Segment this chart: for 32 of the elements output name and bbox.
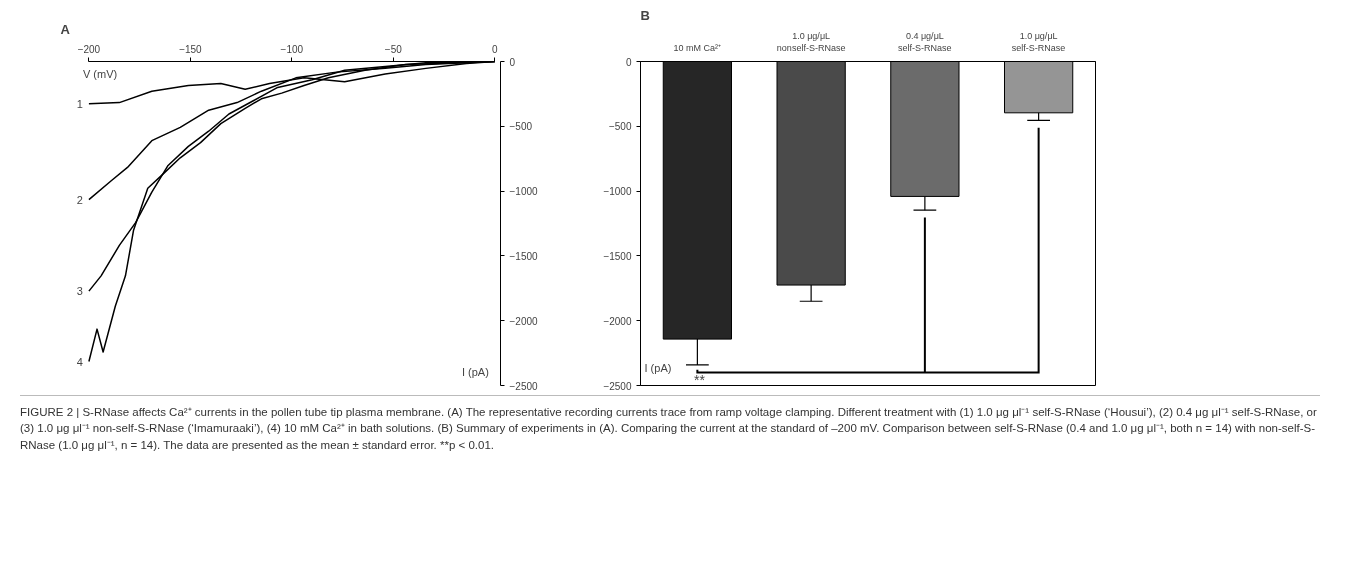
x-tick-label: −100 [280, 43, 304, 55]
series-label: 3 [76, 285, 83, 298]
y-tick-label: 0 [509, 56, 516, 68]
annotation: ** [693, 371, 706, 388]
series-label: 1 [76, 97, 83, 110]
y-tick-label: −1000 [603, 186, 632, 198]
y-tick-label: −1500 [603, 250, 632, 262]
y-axis-title: I (pA) [461, 365, 489, 378]
x-tick-label: −50 [384, 43, 403, 55]
y-tick-label: −2500 [509, 380, 539, 392]
x-tick-label: −150 [179, 43, 203, 55]
chart-title: B [640, 7, 650, 23]
y-tick-label: 0 [625, 56, 632, 68]
y-tick-label: −2000 [603, 315, 632, 327]
series-label: 4 [76, 355, 83, 368]
y-tick-label: −2500 [603, 380, 632, 392]
x-tick-label: 10 mM Ca²⁺ [673, 42, 722, 53]
y-tick-label: −500 [608, 121, 632, 133]
y-tick-label: −1500 [509, 250, 539, 262]
y-tick-label: −2000 [509, 315, 539, 327]
series-label: 2 [76, 193, 83, 206]
x-tick-label: 1.0 μg/μL self-S-RNase [1011, 30, 1066, 53]
x-tick-label: 0.4 μg/μL self-S-RNase [898, 30, 952, 53]
y-tick-label: −500 [509, 121, 533, 133]
y-axis-title: I (pA) [644, 361, 672, 374]
x-tick-label: 1.0 μg/μL nonself-S-RNase [776, 30, 846, 53]
chart-title: A [60, 21, 71, 37]
x-tick-label: −200 [77, 43, 101, 55]
x-tick-label: 0 [492, 43, 499, 55]
y-tick-label: −1000 [509, 186, 539, 198]
caption: FIGURE 2 | S-RNase affects Ca²⁺ currents in the pollen tube tip plasma membrane. (A) The representative recording currents trace from ramp voltage clamping. Different treatment with (1) 1.0 μg μl⁻¹ self-S-RNase (‘Housui’), (2) 0.4 μg μl⁻¹ self-S-RNase, or (3) 1.0 μg μl⁻¹ non-self-S-RNase (‘Imamuraaki’), (4) 10 mM Ca²⁺ in bath solutions. (B) Summary of experiments in (A). Comparing the current at the standard of –200 mV. Comparison between self-S-RNase (0.4 and 1.0 μg μl⁻¹, both n = 14) with non-self-S-RNase (1.0 μg μl⁻¹, n = 14). The data are presented as the mean ± standard error. **p < 0.01. [20, 405, 1318, 453]
x-axis-title: V (mV) [82, 67, 118, 80]
